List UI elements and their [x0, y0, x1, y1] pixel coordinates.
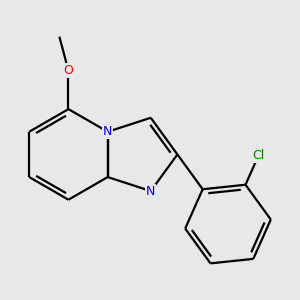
Text: N: N	[103, 125, 112, 138]
Text: Cl: Cl	[253, 149, 265, 162]
Text: O: O	[64, 64, 74, 77]
Text: N: N	[146, 184, 155, 198]
